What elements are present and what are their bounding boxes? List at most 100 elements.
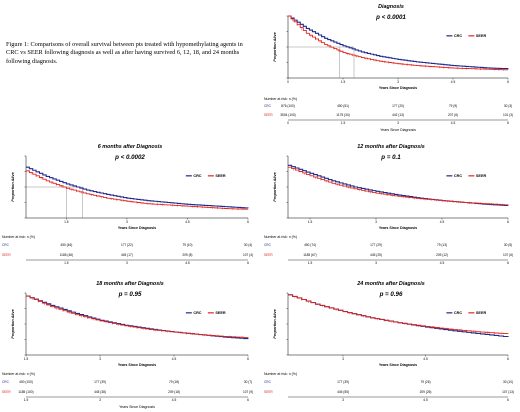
p-value: p < 0.0001 [376,14,406,21]
risk-row-label-crc: CRC [264,380,272,384]
risk-table-xlabel: Years Since Diagnosis [380,128,416,132]
risk-tick-label: 1.5 [64,261,69,265]
risk-table-title: Number at risk: n (%) [264,97,297,101]
chart-title: 6 months after Diagnosis [97,144,163,150]
x-tick-label: 6 [507,357,509,361]
x-axis-label: Years Since Diagnosis [379,363,417,367]
km-plot-24-months: 3 4.5 6 Proportion Alive Years Since Diagnos… [264,292,514,402]
risk-table-title: Number at risk: n (%) [2,372,35,376]
risk-cell: 445 (17) [121,253,133,257]
risk-row-label-seer: SEER [2,253,11,257]
risk-cell: 209 (18) [168,390,180,394]
legend-label-seer: SEER [476,34,487,38]
y-axis-label: Proportion Alive [273,32,277,61]
x-tick-label: 6 [507,220,509,224]
figure-caption: Figure 1: Comparisons of overall surviva… [6,41,243,65]
chart-24-months: 24 months after Diagnosis p = 0.96 3 4.5 6 Pr… [262,277,520,412]
x-tick-label: 6 [507,80,509,84]
x-tick-label: 1.5 [64,220,69,224]
chart-title: 12 months after Diagnosis [357,144,425,150]
chart-6-months: 6 months after Diagnosis p < 0.0002 1.5 3 4.… [0,140,260,276]
risk-cell: 445 (55) [337,390,349,394]
x-tick-label: 1.5 [24,357,29,361]
legend-label-crc: CRC [193,311,201,315]
chart-diagnosis: Diagnosis p < 0.0001 0 1.5 3 4.5 6 Proportion A… [262,0,520,136]
x-tick-label: 4.5 [440,220,445,224]
risk-tick-label: 1.5 [24,398,29,402]
risk-tick-label: 6 [507,398,509,402]
risk-cell: 79 (26) [420,380,430,384]
risk-tick-label: 4.5 [423,398,428,402]
risk-cell: 209 (8) [182,253,192,257]
x-tick-label: 6 [247,220,249,224]
risk-cell: 3504 (100) [280,113,295,117]
risk-tick-label: 4.5 [185,261,190,265]
legend-label-seer: SEER [215,174,226,178]
risk-table-title: Number at risk: n (%) [264,372,297,376]
risk-cell: 1185 (100) [18,390,33,394]
survival-curve-crc [26,166,249,209]
risk-cell: 107 (4) [243,253,253,257]
x-axis-label: Years Since Diagnosis [118,226,156,230]
risk-tick-label: 4.5 [172,398,177,402]
risk-cell: 450 (74) [304,243,316,247]
x-tick-label: 3 [397,80,399,84]
risk-cell: 177 (29) [370,243,382,247]
risk-cell: 30 (3) [504,104,512,108]
x-tick-label: 3 [375,220,377,224]
x-tick-label: 0 [287,80,289,84]
risk-cell: 876 (100) [281,104,295,108]
risk-table-xlabel: Years Since Diagnosis [119,405,155,409]
legend-label-seer: SEER [476,174,487,178]
x-tick-label: 3 [99,357,101,361]
risk-cell: 450 (100) [19,380,33,384]
risk-cell: 79 (10) [182,243,192,247]
risk-tick-label: 0 [287,121,289,125]
survival-curve-crc [288,164,509,206]
x-tick-label: 4.5 [185,220,190,224]
chart-18-months: 18 months after Diagnosis p = 0.95 1.5 3 4.5… [0,277,260,412]
risk-cell: 79 (18) [169,380,179,384]
survival-curve-seer [288,294,509,335]
survival-curve-seer [288,15,509,71]
risk-table-title: Number at risk: n (%) [2,235,35,239]
risk-cell: 30 (4) [244,243,252,247]
risk-tick-label: 3 [126,261,128,265]
x-tick-label: 1.5 [308,220,313,224]
risk-tick-label: 6 [247,261,249,265]
p-value: p = 0.1 [381,154,401,161]
risk-cell: 30 (10) [503,380,513,384]
risk-cell: 1175 (34) [336,113,349,117]
survival-curve-seer [288,166,509,206]
risk-tick-label: 3 [99,398,101,402]
x-tick-label: 4.5 [423,357,428,361]
risk-tick-label: 3 [342,398,344,402]
p-value: p = 0.95 [118,291,142,298]
risk-cell: 450 (46) [60,243,72,247]
risk-cell: 177 (22) [121,243,133,247]
legend-label-seer: SEER [215,311,226,315]
risk-tick-label: 4.5 [451,121,456,125]
legend-label-seer: SEER [476,311,487,315]
risk-tick-label: 6 [507,261,509,265]
x-tick-label: 4.5 [451,80,456,84]
risk-cell: 207 (6) [448,113,458,117]
risk-cell: 107 (13) [502,390,514,394]
chart-12-months: 12 months after Diagnosis p = 0.1 1.5 3 4.5 6… [262,140,520,276]
risk-tick-label: 4.5 [440,261,445,265]
risk-cell: 445 (38) [94,390,106,394]
survival-curve-crc [288,15,509,70]
risk-row-label-crc: CRC [264,243,272,247]
legend-label-crc: CRC [454,311,462,315]
p-value: p = 0.96 [379,291,403,298]
x-tick-label: 3 [126,220,128,224]
risk-cell: 107 (9) [243,390,253,394]
km-plot-12-months: 1.5 3 4.5 6 Proportion Alive Years Since Diag… [264,155,513,265]
x-axis-label: Years Since Diagnosis [379,86,417,90]
legend-label-crc: CRC [454,34,462,38]
x-tick-label: 3 [342,357,344,361]
risk-cell: 107 (6) [503,253,513,257]
risk-row-label-seer: SEER [264,253,273,257]
survival-curve-crc [26,295,249,340]
risk-cell: 1185 (46) [60,253,73,257]
